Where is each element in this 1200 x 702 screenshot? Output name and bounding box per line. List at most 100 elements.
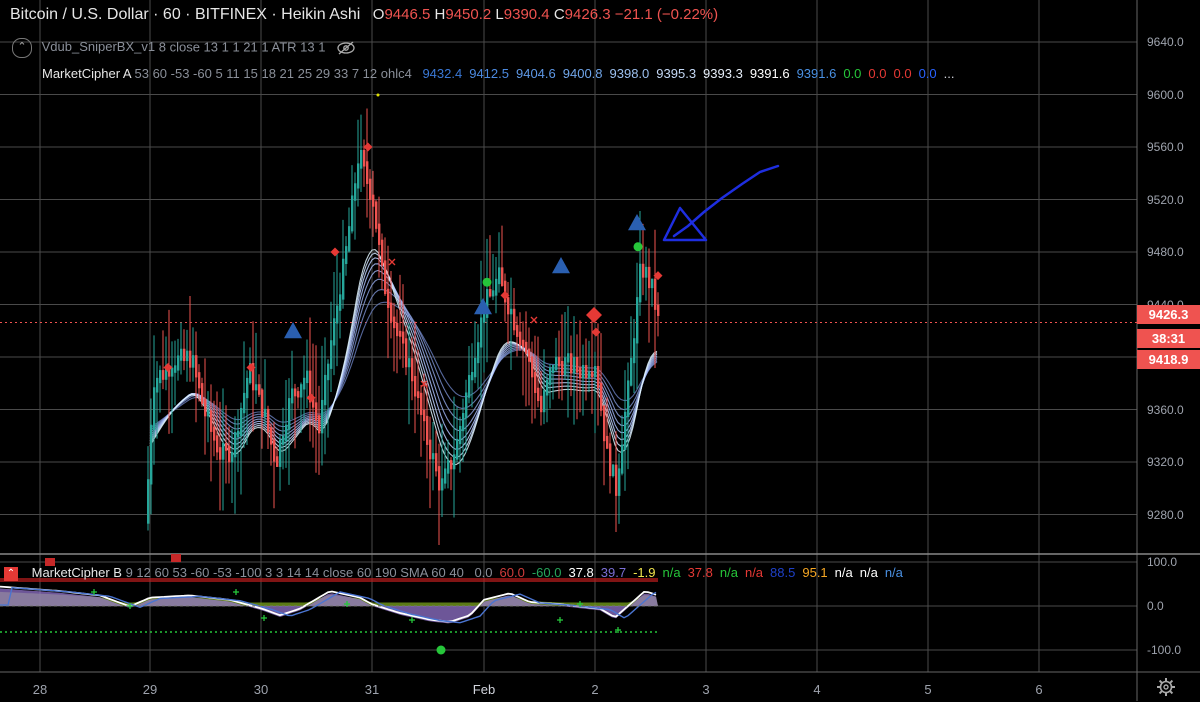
candle-body: [516, 325, 519, 337]
candle-body: [246, 377, 249, 399]
candle-body: [216, 435, 219, 453]
cross-marker: [388, 258, 396, 266]
indicator-cipher-b-row[interactable]: ⌃ MarketCipher B 9 12 60 53 -60 -53 -100…: [4, 565, 903, 581]
candle-body: [381, 239, 384, 266]
candle-body: [411, 358, 414, 382]
gear-icon[interactable]: [1156, 677, 1176, 697]
price-axis-label: 9360.0: [1147, 402, 1184, 417]
candle-body: [321, 399, 324, 434]
candle-body: [495, 278, 498, 296]
eye-slash-icon[interactable]: [337, 41, 355, 55]
time-axis-label: 6: [1035, 682, 1043, 697]
cipher-a-value: 9404.6: [515, 66, 556, 81]
red-flag-marker: [45, 558, 55, 566]
candle-body: [315, 402, 318, 421]
candle-body: [546, 379, 549, 396]
time-axis-label: 28: [32, 682, 48, 697]
candle-body: [615, 464, 618, 496]
candle-body: [273, 439, 276, 462]
candle-body: [603, 405, 606, 442]
candle-body: [294, 388, 297, 397]
collapse-icon[interactable]: ⌃: [4, 566, 18, 581]
candle-body: [441, 478, 444, 491]
candle-body: [384, 260, 387, 295]
candle-body: [549, 367, 552, 385]
candle-body: [579, 367, 582, 379]
cipher-a-value: ...: [943, 66, 955, 81]
candle-body: [291, 388, 294, 404]
red-diamond-marker: [586, 307, 602, 323]
cipher-b-value: 0.0: [474, 565, 493, 580]
candle-body: [645, 266, 648, 278]
candle-body: [555, 356, 558, 371]
green-dot-marker: [436, 645, 446, 655]
annotation-arrow-head: [662, 206, 708, 242]
candle-body: [582, 364, 585, 379]
candle-body: [402, 331, 405, 344]
candle-body: [576, 356, 579, 373]
candle-body: [492, 290, 495, 297]
price-axis-label: 9560.0: [1147, 140, 1184, 154]
indicator-cipher-a-row[interactable]: MarketCipher A 53 60 -53 -60 5 11 15 18 …: [42, 66, 955, 81]
candle-body: [597, 366, 600, 389]
cipher-b-values: 0.0 60.0 -60.0 37.8 39.7 -1.9 n/a 37.8 n/a n/a 88.…: [467, 565, 902, 580]
red-diamond-marker: [653, 271, 663, 281]
bar-countdown-tag: 38:31: [1137, 329, 1200, 348]
red-diamond-marker: [500, 290, 510, 300]
cipher-b-value: 39.7: [600, 565, 627, 580]
candle-body: [300, 384, 303, 398]
annotation-arrow-line: [672, 164, 780, 238]
candle-body: [213, 426, 216, 441]
time-axis-label: 4: [813, 682, 821, 697]
candle-body: [456, 438, 459, 460]
cipher-a-value: 0.0: [843, 66, 862, 81]
candle-body: [483, 312, 486, 323]
candle-body: [627, 380, 630, 418]
candle-body: [222, 443, 225, 460]
candle-body: [357, 163, 360, 189]
candle-body: [351, 195, 354, 232]
candle-body: [624, 411, 627, 450]
candle-body: [309, 370, 312, 403]
candle-body: [477, 342, 480, 364]
cipher-b-value: -1.9: [633, 565, 656, 580]
candle-body: [255, 384, 258, 391]
candle-body: [249, 363, 252, 384]
candle-body: [201, 383, 204, 404]
red-diamond-marker: [306, 393, 316, 403]
price-axis-label: 9600.0: [1147, 87, 1184, 102]
cipher-b-value: n/a: [662, 565, 681, 580]
candle-body: [636, 297, 639, 344]
candle-body: [447, 460, 450, 474]
oscillator-axis-label: 100.0: [1147, 555, 1178, 569]
blue-triangle-marker: [628, 214, 646, 231]
candle-body: [327, 363, 330, 381]
blue-triangle-marker: [284, 322, 302, 339]
wave-trend-area: [0, 588, 658, 624]
candle-body: [564, 357, 567, 376]
collapse-icon[interactable]: ⌃: [12, 38, 32, 58]
cipher-a-value: 9398.0: [609, 66, 650, 81]
wave-trend-signal-line: [0, 586, 657, 624]
candle-body: [651, 278, 654, 289]
blue-triangle-marker: [474, 298, 492, 315]
price-axis-label: 9320.0: [1147, 455, 1184, 469]
price-axis-label: 9480.0: [1147, 245, 1184, 259]
candle-body: [258, 384, 261, 395]
candle-body: [195, 355, 198, 378]
candle-body: [369, 178, 372, 200]
candle-body: [396, 322, 399, 337]
candle-body: [363, 150, 366, 167]
cipher-b-value: n/a: [719, 565, 738, 580]
candle-body: [570, 353, 573, 374]
candle-body: [267, 408, 270, 433]
time-axis-label: 29: [142, 682, 158, 697]
cipher-a-values: 9432.4 9412.5 9404.6 9400.8 9398.0 9395.3 9393…: [415, 66, 954, 81]
price-axis-label: 9640.0: [1147, 35, 1184, 49]
cross-marker: [420, 380, 428, 388]
candle-body: [237, 430, 240, 438]
secondary-price-tag: 9418.9: [1137, 350, 1200, 369]
candle-body: [261, 389, 264, 417]
indicator-sniper-row[interactable]: ⌃ Vdub_SniperBX_v1 8 close 13 1 1 21 1 A…: [12, 38, 355, 58]
